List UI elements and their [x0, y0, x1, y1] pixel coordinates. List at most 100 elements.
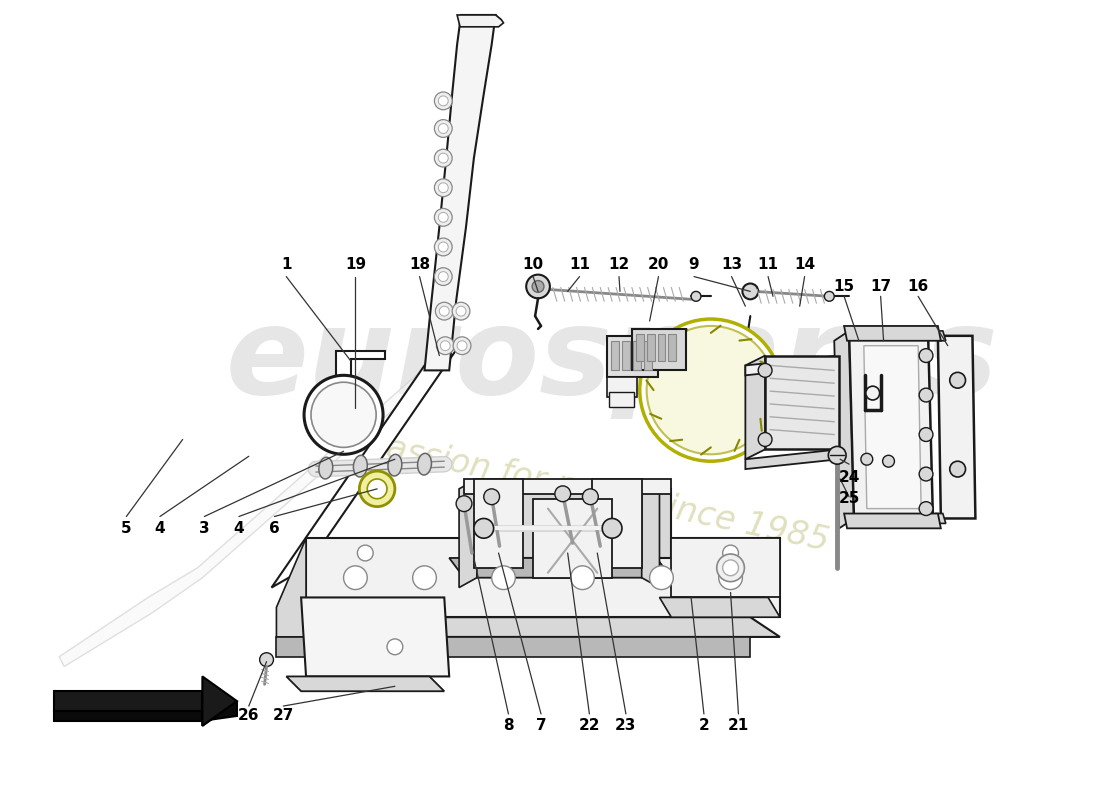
- Circle shape: [532, 281, 544, 292]
- Circle shape: [436, 302, 453, 320]
- Circle shape: [438, 242, 448, 252]
- Bar: [766, 355, 839, 450]
- Ellipse shape: [418, 454, 431, 475]
- Polygon shape: [936, 514, 946, 523]
- Text: 20: 20: [648, 258, 669, 272]
- Circle shape: [526, 274, 550, 298]
- Polygon shape: [459, 479, 476, 587]
- Text: 1: 1: [282, 258, 292, 272]
- Circle shape: [456, 496, 472, 511]
- Polygon shape: [202, 701, 236, 726]
- Text: 25: 25: [838, 491, 860, 506]
- Text: 11: 11: [569, 258, 590, 272]
- Circle shape: [434, 120, 452, 138]
- Circle shape: [920, 467, 933, 481]
- Text: 12: 12: [608, 258, 629, 272]
- Text: 18: 18: [409, 258, 430, 272]
- Polygon shape: [464, 489, 671, 558]
- Circle shape: [456, 306, 466, 316]
- Circle shape: [484, 489, 499, 505]
- Bar: [669, 334, 676, 362]
- Circle shape: [439, 306, 449, 316]
- Text: 27: 27: [273, 709, 294, 723]
- Bar: [607, 336, 659, 378]
- Bar: [609, 392, 634, 407]
- Text: 19: 19: [344, 258, 366, 272]
- Text: eurospares: eurospares: [226, 302, 999, 419]
- Bar: [612, 341, 619, 370]
- Text: 6: 6: [270, 521, 279, 536]
- Circle shape: [440, 341, 450, 350]
- Circle shape: [554, 486, 571, 502]
- Circle shape: [828, 446, 846, 464]
- Circle shape: [717, 554, 745, 582]
- Circle shape: [949, 372, 966, 388]
- Circle shape: [920, 502, 933, 515]
- Circle shape: [723, 545, 738, 561]
- Circle shape: [758, 433, 772, 446]
- Circle shape: [438, 183, 448, 193]
- Polygon shape: [336, 350, 385, 430]
- Polygon shape: [202, 677, 236, 726]
- Text: 7: 7: [536, 718, 547, 734]
- Circle shape: [452, 302, 470, 320]
- Bar: [621, 341, 630, 370]
- Circle shape: [647, 326, 776, 454]
- Polygon shape: [276, 538, 306, 637]
- Circle shape: [438, 96, 448, 106]
- Circle shape: [758, 363, 772, 378]
- Circle shape: [260, 653, 274, 666]
- Circle shape: [571, 566, 594, 590]
- Polygon shape: [671, 538, 780, 598]
- Polygon shape: [936, 331, 946, 341]
- Polygon shape: [938, 336, 976, 518]
- Circle shape: [474, 518, 494, 538]
- Circle shape: [311, 382, 376, 447]
- Circle shape: [438, 213, 448, 222]
- Circle shape: [882, 455, 894, 467]
- Circle shape: [434, 268, 452, 286]
- Polygon shape: [864, 346, 921, 509]
- Circle shape: [920, 349, 933, 362]
- Circle shape: [861, 454, 872, 465]
- Polygon shape: [746, 355, 839, 375]
- Circle shape: [360, 471, 395, 506]
- Circle shape: [438, 272, 448, 282]
- Bar: [631, 329, 686, 370]
- Circle shape: [602, 518, 621, 538]
- Polygon shape: [834, 331, 854, 528]
- Circle shape: [437, 337, 454, 354]
- Text: 24: 24: [838, 470, 860, 485]
- Circle shape: [920, 428, 933, 442]
- Bar: [644, 341, 651, 370]
- Polygon shape: [849, 331, 933, 518]
- Circle shape: [824, 291, 834, 302]
- Circle shape: [438, 123, 448, 134]
- Text: 4: 4: [155, 521, 165, 536]
- Bar: [647, 334, 654, 362]
- Ellipse shape: [353, 455, 367, 477]
- Circle shape: [583, 489, 598, 505]
- Text: 3: 3: [199, 521, 210, 536]
- Circle shape: [866, 386, 880, 400]
- Polygon shape: [641, 479, 660, 587]
- Polygon shape: [301, 598, 449, 677]
- Polygon shape: [746, 450, 839, 469]
- Bar: [636, 334, 644, 362]
- Text: 22: 22: [579, 718, 601, 734]
- Text: 14: 14: [794, 258, 815, 272]
- Polygon shape: [844, 514, 940, 528]
- Text: 11: 11: [758, 258, 779, 272]
- Ellipse shape: [388, 454, 401, 476]
- Circle shape: [718, 566, 743, 590]
- Polygon shape: [458, 15, 504, 27]
- Bar: [607, 378, 637, 397]
- Polygon shape: [272, 346, 459, 587]
- Polygon shape: [425, 15, 496, 370]
- Circle shape: [367, 479, 387, 498]
- Polygon shape: [474, 479, 524, 568]
- Polygon shape: [660, 598, 780, 617]
- Polygon shape: [592, 479, 641, 568]
- Polygon shape: [54, 691, 202, 711]
- Circle shape: [650, 566, 673, 590]
